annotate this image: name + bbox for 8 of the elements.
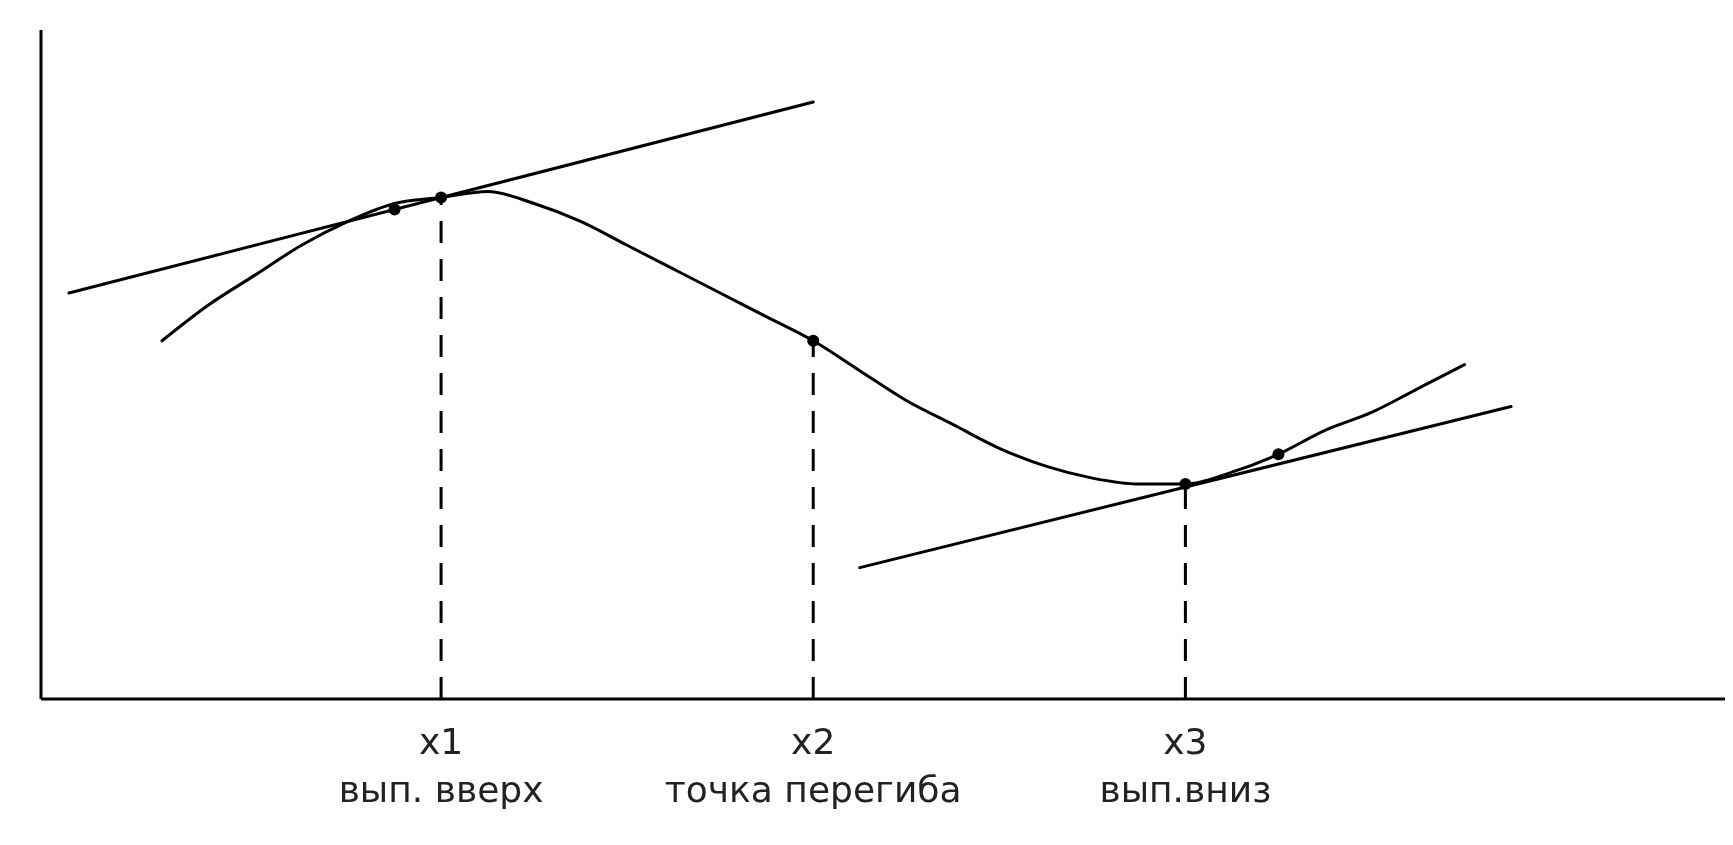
point [388,203,401,216]
x-tick-label: x3 вып.вниз [1099,721,1272,810]
point [435,191,448,204]
x-tick-label: x2 точка перегиба [664,721,962,810]
point [807,334,820,347]
x-tick-label: x1 вып. вверх [338,721,544,810]
point [1179,478,1192,491]
point [1272,448,1285,461]
